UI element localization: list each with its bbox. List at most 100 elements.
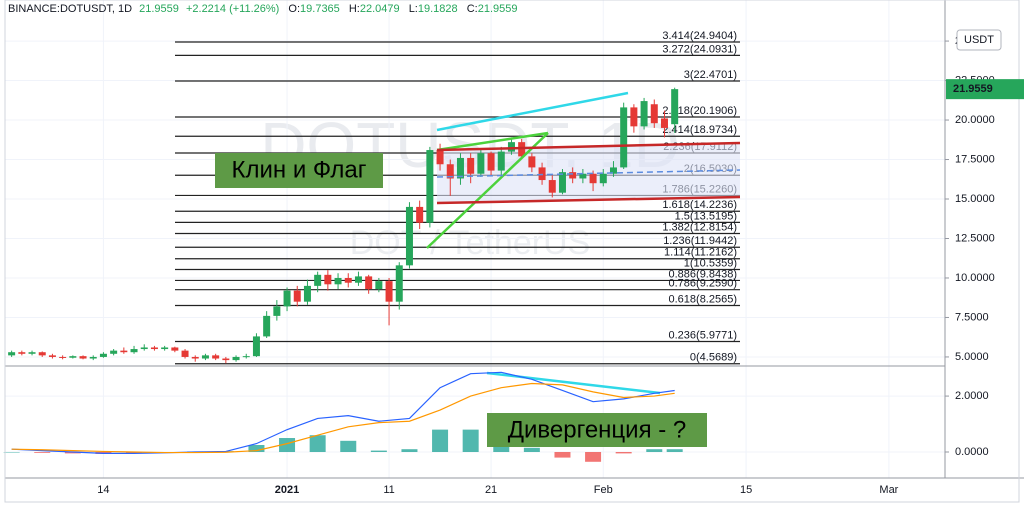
histogram-bar [309,435,326,452]
candle-body [456,157,464,179]
histogram-bar [248,445,265,452]
candle-body [232,356,240,361]
annotation-box [487,413,707,447]
x-tick-label: 21 [485,484,497,496]
candle-body [395,265,403,302]
candle-body [252,336,260,357]
histogram-bar [126,451,143,454]
x-tick-label: 11 [383,484,394,496]
change: +2.2214 (+11.26%) [186,3,279,15]
wedge-top [436,91,629,132]
fib-label: 1.236(11.9442) [663,235,737,247]
y-tick-label: 5.0000 [955,351,989,363]
fib-label: 0(4.5689) [690,352,737,364]
histogram-bar [646,449,663,452]
candle-body [375,281,383,290]
candle-body [446,164,454,179]
candle-body [191,356,199,359]
histogram-bar [523,447,540,452]
candle-body [69,356,77,358]
macd-line [11,371,675,454]
channel-top [436,141,741,152]
currency-box [956,29,1002,51]
macd-line [11,382,675,454]
y-tick-label: 10.0000 [955,272,995,284]
y-tick-label: 15.0000 [955,193,995,205]
candle-body [110,350,118,354]
symbol: BINANCE:DOTUSDT, 1D [8,3,132,15]
fib-label: 3(22.4701) [684,69,737,81]
x-tick-label: Feb [594,484,613,496]
candle-body [477,153,485,174]
wedge-line [436,131,549,152]
candle-body [354,276,362,283]
candle-body [212,355,220,359]
low: 19.1828 [418,3,458,15]
watermark-sub: DOT / TetherUS [350,224,591,262]
annotation: Дивергенция - ? [508,416,687,443]
candle-body [324,274,332,285]
fib-label: 1.382(12.8154) [662,221,737,233]
candle-body [660,118,668,128]
histogram-bar [370,450,387,452]
histogram-bar [666,449,683,452]
channel-bottom [436,195,741,205]
candle-body [671,89,679,125]
candle-body [161,347,169,350]
candle-body [48,355,56,357]
candle-body [222,358,230,361]
candle-body [558,172,566,193]
fib-label: 0.786(9.2590) [669,278,738,290]
histogram-bar [401,449,418,452]
candle-body [497,151,505,171]
candle-body [436,150,444,165]
candle-body [120,350,128,353]
histogram-bar [462,429,479,452]
candle-body [528,156,536,168]
candle-body [334,277,342,285]
candle-body [140,347,148,350]
frame [4,0,1020,503]
histogram-bar [585,451,602,462]
fib-label: 1(10.5359) [684,257,737,269]
x-tick-label: 2021 [275,484,299,496]
fib-label: 1.114(11.2162) [664,247,737,259]
x-tick-label: 14 [97,484,109,496]
candle-body [385,281,393,302]
candle-body [507,142,515,152]
fib-label: 3.414(24.9404) [662,30,737,42]
candle-body [599,173,607,184]
histogram-bar [615,451,632,454]
annotation: Клин и Флаг [232,156,367,183]
fib-label: 2.414(18.9734) [662,124,737,136]
candle-body [273,306,281,316]
fib-label: 0.236(5.9771) [669,329,738,341]
axes: 5.0000 7.5000 10.0000 12.5000 15.0000 17.5000… [97,29,1024,496]
candle-body [620,107,628,168]
candle-body [487,153,495,171]
histogram-bar [432,429,449,452]
fib-label: 1.618(14.2236) [662,199,737,211]
candle-body [201,355,209,359]
last-price-box [946,79,1024,100]
candle-body [548,180,556,193]
candle-body [99,353,107,357]
fib-label: 2.618(20.1906) [662,105,737,117]
candle-body [426,150,434,223]
histogram-bar [34,451,51,453]
candle-body [303,285,311,302]
candle-body [150,347,158,350]
candle-body [59,356,67,358]
candle-body [416,206,424,223]
candle-body [242,356,250,358]
fib-label: 0.618(8.2565) [669,293,738,305]
channel-mid [436,169,741,178]
low-label: L: [409,3,418,15]
divergence-line [486,371,661,395]
candle-body [28,352,36,354]
fib-label: 1.5(13.5195) [675,210,737,222]
candle-body [589,173,597,184]
header: BINANCE:DOTUSDT, 1D 21.9559 +2.2214 (+11… [8,3,517,15]
x-tick-label: 15 [740,484,752,496]
